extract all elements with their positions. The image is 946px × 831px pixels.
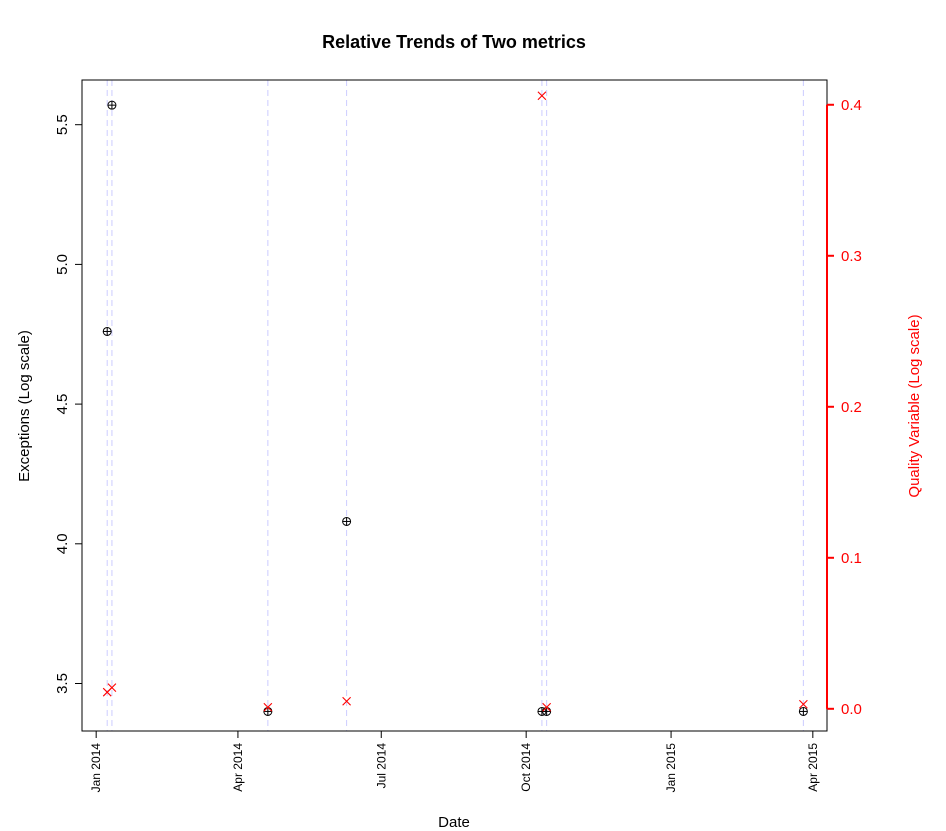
axes: Jan 2014 Apr 2014 Jul 2014 Oct 2014 Jan 2015…	[54, 97, 862, 793]
quality-point	[542, 702, 552, 712]
exceptions-point	[798, 706, 808, 716]
x-tick-label: Jan 2014	[89, 743, 103, 793]
exceptions-point	[263, 706, 273, 716]
x-tick-label: Apr 2015	[806, 743, 820, 792]
y-right-tick-label: 0.2	[841, 399, 862, 416]
quality-point-stroke	[537, 91, 547, 101]
exceptions-point	[107, 100, 117, 110]
quality-point	[342, 696, 351, 706]
quality-point-stroke	[798, 699, 808, 709]
chart-title: Relative Trends of Two metrics	[322, 32, 586, 52]
quality-point-stroke	[342, 696, 351, 706]
y-axis-label-right: Quality Variable (Log scale)	[906, 314, 923, 497]
y-left-tick-label: 5.0	[54, 254, 71, 275]
y-left-tick-label: 3.5	[54, 673, 71, 694]
exceptions-point	[542, 706, 552, 716]
x-tick-label: Jul 2014	[374, 743, 388, 789]
y-right-tick-label: 0.0	[841, 701, 862, 718]
plot-frame	[81, 79, 828, 732]
quality-point	[537, 91, 547, 101]
x-tick-label: Apr 2014	[231, 743, 245, 792]
y-left-tick-label: 5.5	[54, 114, 71, 135]
y-left-tick-label: 4.0	[54, 533, 71, 554]
x-axis-label: Date	[438, 814, 470, 831]
x-tick-label: Jan 2015	[664, 743, 678, 793]
x-tick-label: Oct 2014	[519, 743, 533, 792]
chart-marks	[102, 91, 808, 716]
quality-point-stroke	[542, 702, 552, 712]
y-right-tick-label: 0.4	[841, 97, 862, 114]
exceptions-point	[102, 326, 112, 336]
guide-lines	[106, 80, 804, 731]
exceptions-point	[342, 516, 352, 526]
y-right-tick-label: 0.3	[841, 248, 862, 265]
quality-point	[798, 699, 808, 709]
quality-point	[263, 702, 273, 712]
quality-point	[107, 683, 117, 693]
quality-point-stroke	[263, 702, 273, 712]
y-right-tick-label: 0.1	[841, 550, 862, 567]
y-axis-label-left: Exceptions (Log scale)	[16, 330, 33, 482]
y-left-tick-label: 4.5	[54, 394, 71, 415]
quality-point-stroke	[107, 683, 117, 693]
